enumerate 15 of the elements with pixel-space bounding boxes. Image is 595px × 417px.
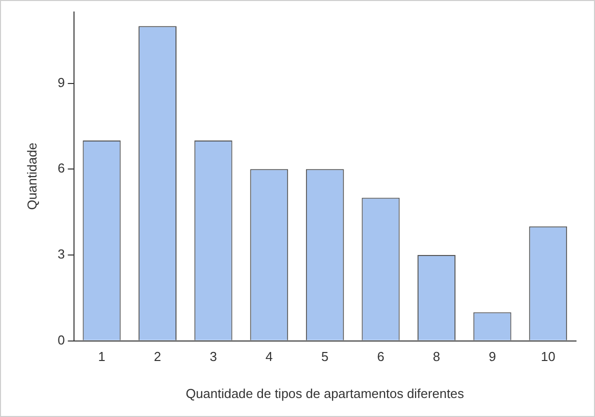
y-tick-label: 9 bbox=[58, 74, 65, 90]
x-tick-label: 3 bbox=[210, 349, 217, 364]
x-tick-label: 9 bbox=[488, 349, 496, 364]
x-tick-label: 1 bbox=[98, 349, 106, 364]
y-axis-title: Quantidade bbox=[24, 142, 40, 210]
x-tick-label: 8 bbox=[432, 349, 440, 364]
x-axis-title: Quantidade de tipos de apartamentos diferentes bbox=[186, 386, 465, 401]
x-tick-label: 10 bbox=[540, 349, 556, 364]
y-tick-label: 3 bbox=[58, 246, 65, 262]
x-tick-label: 5 bbox=[321, 349, 329, 364]
x-tick-label: 6 bbox=[377, 349, 384, 364]
y-tick-label: 0 bbox=[58, 332, 65, 348]
y-tick-label: 6 bbox=[58, 160, 65, 176]
x-tick-label: 2 bbox=[154, 349, 162, 364]
x-tick-label: 4 bbox=[266, 349, 273, 364]
